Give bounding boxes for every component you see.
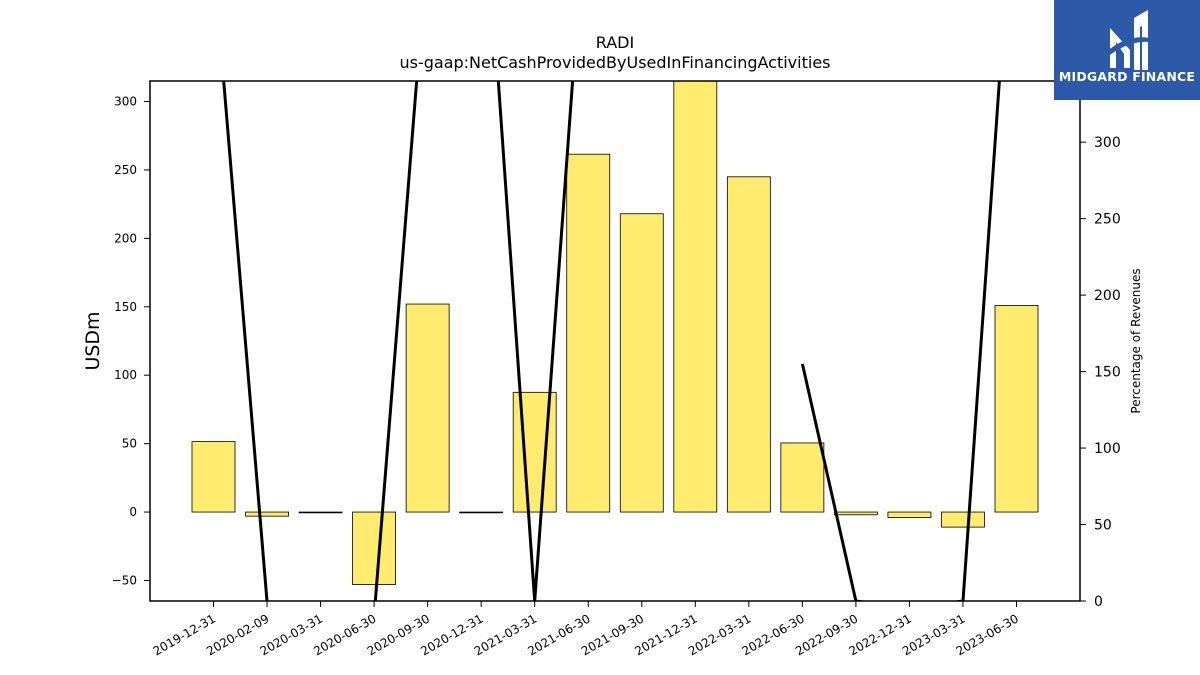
series-line	[222, 81, 1001, 601]
bar	[887, 511, 932, 518]
y-tick-label: 0	[129, 505, 137, 519]
right-axis: 0 50 100 150 200 250 300	[1080, 135, 1121, 610]
y-tick-label: 300	[114, 95, 137, 109]
bar-series	[191, 81, 1039, 585]
brand-logo: MIDGARD FINANCE	[1054, 0, 1200, 100]
plot-frame	[149, 80, 1081, 602]
logo-mark-icon	[1106, 10, 1150, 70]
y-tick-label: 150	[114, 300, 137, 314]
y2-tick-label: 0	[1094, 594, 1103, 610]
bar	[566, 153, 611, 513]
y-tick-label: 100	[114, 368, 137, 382]
bar	[298, 511, 343, 514]
chart-subtitle: us-gaap:NetCashProvidedByUsedInFinancing…	[399, 53, 830, 72]
bar	[941, 511, 985, 528]
y2-tick-label: 200	[1094, 288, 1121, 304]
y-tick-label: 250	[114, 163, 137, 177]
x-axis: 2019-12-312020-02-092020-03-312020-06-30…	[151, 601, 1021, 658]
bar	[352, 511, 397, 585]
y-axis-label: USDm	[82, 311, 104, 370]
y2-tick-label: 100	[1094, 441, 1121, 457]
line-series	[222, 81, 1001, 601]
y2-tick-label: 300	[1094, 135, 1121, 151]
chart-title: RADI	[596, 33, 634, 52]
bar	[780, 442, 825, 513]
bar	[673, 81, 718, 513]
bar	[994, 305, 1039, 513]
y2-tick-label: 250	[1094, 212, 1121, 228]
y2-tick-label: 50	[1094, 518, 1112, 534]
logo-text: MIDGARD FINANCE	[1058, 69, 1196, 84]
bar	[726, 176, 771, 513]
bar	[459, 511, 504, 514]
y-tick-label: 50	[122, 437, 137, 451]
bar	[405, 303, 450, 513]
bar	[245, 511, 289, 517]
left-axis: −50 0 50 100 150 200 250 300	[112, 95, 150, 587]
y2-tick-label: 150	[1094, 365, 1121, 381]
bar	[191, 441, 236, 513]
y-tick-label: −50	[112, 573, 137, 587]
y2-axis-label: Percentage of Revenues	[1129, 268, 1143, 413]
y-tick-label: 200	[114, 231, 137, 245]
bar	[619, 213, 664, 513]
bar	[834, 511, 878, 516]
